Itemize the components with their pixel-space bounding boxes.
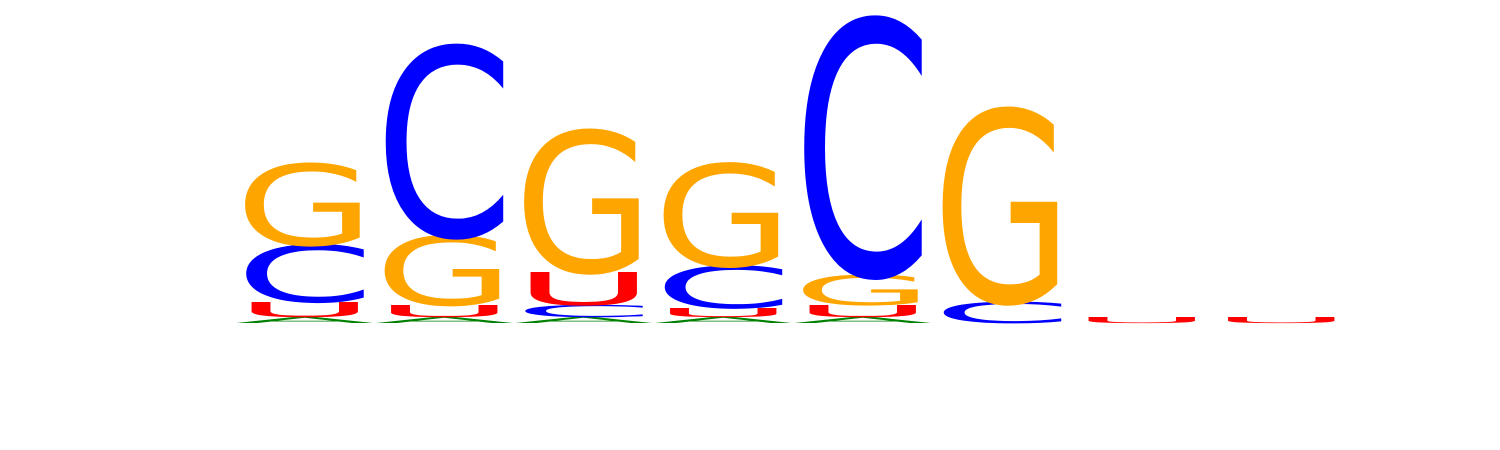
logo-letter-a: A (654, 315, 794, 325)
logo-column-6: CG (933, 59, 1073, 365)
logo-letter-c: C (514, 302, 654, 321)
logo-letter-c: C (375, 0, 515, 298)
logo-letter-a: A (375, 315, 515, 325)
logo-letter-g: G (654, 137, 793, 300)
logo-letter-a: A (514, 315, 654, 325)
logo-letter-g: G (514, 94, 653, 319)
logo-letter-u: U (235, 298, 374, 322)
logo-letter-u: U (793, 302, 932, 321)
logo-letter-g: G (793, 267, 932, 315)
logo-letter-g: G (235, 142, 374, 271)
logo-letter-a: A (235, 315, 375, 325)
logo-letter-a: A (793, 315, 933, 325)
logo-letter-g: G (375, 217, 514, 327)
logo-column-8: U (1212, 315, 1352, 325)
logo-letter-u: U (514, 263, 653, 316)
logo-letter-u: U (1212, 315, 1352, 325)
logo-letter-c: C (933, 296, 1073, 330)
logo-column-7: U (1072, 315, 1212, 325)
logo-letter-u: U (1072, 315, 1212, 325)
logo-letter-u: U (654, 306, 793, 320)
logo-letter-u: U (375, 302, 514, 321)
logo-letter-c: C (235, 229, 375, 320)
logo-letter-c: C (654, 254, 794, 321)
logo-letter-g: G (933, 59, 1072, 365)
logo-letter-c: C (793, 0, 933, 358)
